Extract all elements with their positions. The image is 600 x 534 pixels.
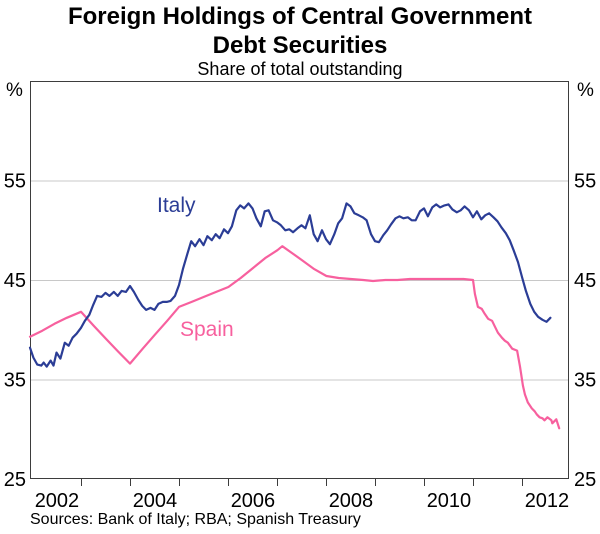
chart-subtitle: Share of total outstanding (197, 59, 403, 79)
x-year-label: 2012 (525, 490, 570, 512)
y-axis-unit-left: % (6, 80, 23, 101)
y-tick-label-right: 45 (574, 270, 596, 292)
chart-title: Foreign Holdings of Central Government D… (0, 2, 600, 60)
y-tick-label-right: 25 (574, 469, 596, 491)
italy-line (28, 202, 552, 368)
x-year-label: 2002 (35, 490, 80, 512)
series-label-spain: Spain (180, 318, 234, 341)
source-note: Sources: Bank of Italy; RBA; Spanish Tre… (30, 511, 361, 528)
y-tick-label-left: 45 (4, 270, 26, 292)
spain-line (28, 245, 561, 430)
y-tick-label-left: 25 (4, 469, 26, 491)
y-axis-unit-right: % (577, 80, 594, 101)
x-year-label: 2010 (427, 490, 472, 512)
x-year-label: 2004 (133, 490, 178, 512)
y-tick-label-right: 35 (574, 370, 596, 392)
x-year-label: 2008 (329, 490, 374, 512)
y-tick-label-left: 35 (4, 370, 26, 392)
series-label-italy: Italy (157, 194, 196, 217)
y-tick-label-left: 55 (4, 171, 26, 193)
x-year-label: 2006 (231, 490, 276, 512)
plot-border (30, 81, 569, 479)
chart-title-line1: Foreign Holdings of Central Government (67, 3, 533, 30)
chart-title-line2: Debt Securities (212, 32, 388, 59)
y-tick-label-right: 55 (574, 171, 596, 193)
